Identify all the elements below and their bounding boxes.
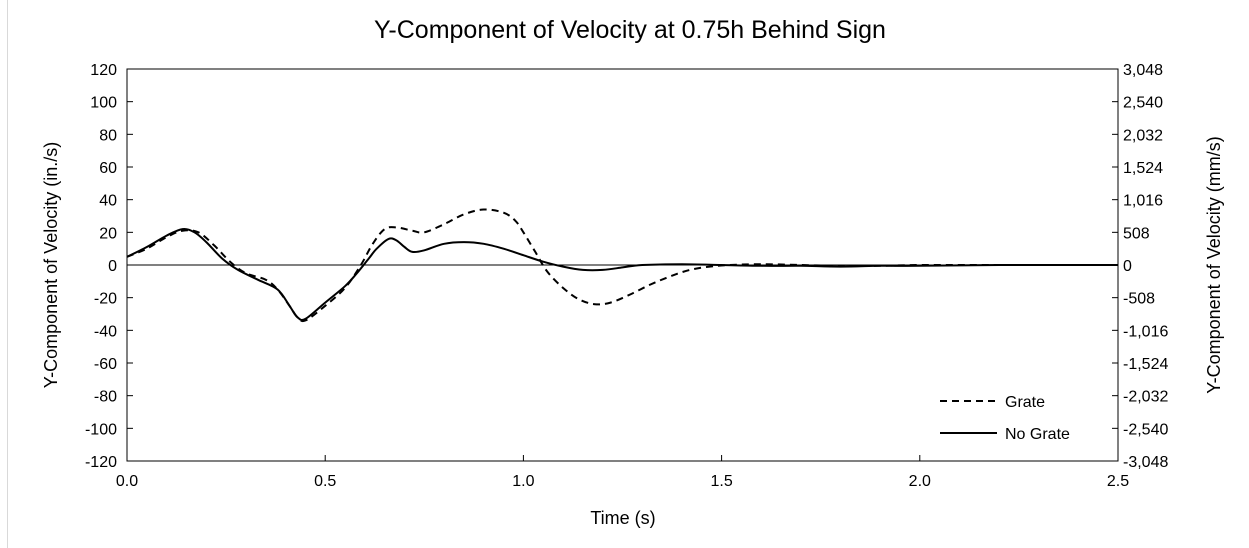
legend: Grate No Grate <box>940 394 1070 443</box>
y-tick-label: 120 <box>90 62 117 79</box>
chart-title: Y-Component of Velocity at 0.75h Behind … <box>374 16 886 44</box>
y-tick-label: 40 <box>99 193 117 210</box>
y2-tick-label: 0 <box>1123 258 1132 275</box>
x-tick-label: 2.5 <box>1107 473 1129 490</box>
x-tick-label: 2.0 <box>909 473 931 490</box>
legend-label-no-grate: No Grate <box>1005 426 1070 443</box>
y2-tick-label: 2,032 <box>1123 127 1163 144</box>
y2-tick-label: -508 <box>1123 291 1155 308</box>
legend-label-grate: Grate <box>1005 394 1045 411</box>
y2-tick-label: 3,048 <box>1123 62 1163 79</box>
y-tick-label: -120 <box>85 454 117 471</box>
y-tick-label: -100 <box>85 421 117 438</box>
y2-tick-label: 1,016 <box>1123 193 1163 210</box>
y-tick-label: 60 <box>99 160 117 177</box>
left-border <box>7 0 8 548</box>
y2-tick-label: -2,540 <box>1123 421 1168 438</box>
x-axis-label: Time (s) <box>590 508 655 528</box>
x-tick-label: 0.0 <box>116 473 138 490</box>
y2-tick-label: -3,048 <box>1123 454 1168 471</box>
y2-tick-label: 2,540 <box>1123 95 1163 112</box>
y-axis-label: Y-Component of Velocity (in./s) <box>41 142 61 388</box>
y-tick-label: -60 <box>94 356 117 373</box>
y-tick-label: 80 <box>99 127 117 144</box>
y2-tick-label: -2,032 <box>1123 389 1168 406</box>
y-tick-label: 0 <box>108 258 117 275</box>
y2-tick-label: 1,524 <box>1123 160 1163 177</box>
y-tick-label: 20 <box>99 225 117 242</box>
x-tick-label: 0.5 <box>314 473 336 490</box>
series-line-no-grate <box>126 227 1119 322</box>
y-tick-label: -20 <box>94 291 117 308</box>
y2-tick-label: 508 <box>1123 225 1150 242</box>
x-tick-label: 1.0 <box>512 473 534 490</box>
y-tick-label: -80 <box>94 389 117 406</box>
y-tick-label: -40 <box>94 323 117 340</box>
y2-tick-label: -1,524 <box>1123 356 1168 373</box>
y2-tick-label: -1,016 <box>1123 323 1168 340</box>
y-tick-label: 100 <box>90 95 117 112</box>
x-tick-label: 1.5 <box>710 473 732 490</box>
y2-axis-label: Y-Component of Velocity (mm/s) <box>1204 136 1224 393</box>
